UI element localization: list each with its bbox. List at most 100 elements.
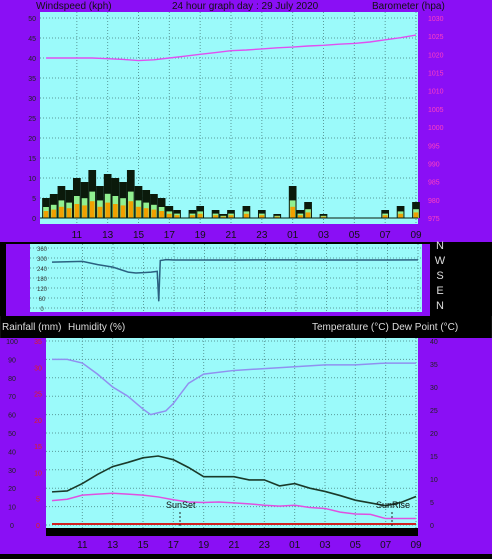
compass-label: W: [435, 255, 446, 267]
temperature-tick-label: 0: [430, 523, 434, 530]
humidity-tick-label: 90: [8, 357, 16, 364]
x-tick-label: 09: [410, 540, 422, 551]
wind-avg-bar: [151, 209, 157, 218]
wind-direction-line: [51, 258, 419, 302]
x-tick-label: 13: [107, 540, 119, 551]
x-tick-label: 23: [256, 230, 268, 241]
rainfall-tick-label: 10: [34, 470, 42, 477]
humidity-tick-label: 100: [6, 339, 18, 346]
windspeed-tick-label: 15: [28, 156, 36, 163]
wind-avg-bar: [190, 215, 195, 218]
x-tick-label: 05: [350, 540, 362, 551]
compass-label: S: [436, 270, 443, 282]
temperature-tick-label: 15: [430, 454, 438, 461]
barometer-tick-label: 980: [428, 198, 440, 205]
x-tick-label: 05: [349, 230, 361, 241]
rainfall-axis-title: Rainfall (mm): [2, 322, 61, 333]
wind-avg-bar: [113, 204, 118, 218]
barometer-tick-label: 1030: [428, 16, 444, 23]
wind-avg-bar: [259, 215, 265, 218]
wind-avg-bar: [120, 205, 126, 218]
barometer-axis-title: Barometer (hpa): [372, 1, 445, 12]
x-tick-label: 07: [380, 540, 392, 551]
direction-tick-label: 0: [40, 307, 44, 313]
humidity-tick-label: 80: [8, 376, 16, 383]
direction-tick-label: 300: [37, 257, 48, 263]
top-left-frame: [0, 12, 40, 242]
humidity-tick-label: 20: [8, 486, 16, 493]
wind-avg-bar: [59, 206, 64, 218]
top-header-strip: [0, 0, 492, 12]
wind-avg-bar: [298, 215, 303, 218]
barometer-tick-label: 1015: [428, 71, 444, 78]
humidity-tick-label: 60: [8, 413, 16, 420]
wind-avg-bar: [305, 212, 311, 218]
compass-label: E: [436, 285, 443, 297]
temperature-tick-label: 40: [430, 339, 438, 346]
rainfall-tick-label: 5: [36, 497, 40, 504]
humidity-axis-title: Humidity (%): [68, 322, 125, 333]
x-tick-label: 21: [228, 540, 240, 551]
x-tick-label: 21: [225, 230, 237, 241]
rainfall-tick-label: 25: [34, 392, 42, 399]
x-tick-label: 11: [72, 230, 83, 241]
rainfall-tick-label: 15: [34, 444, 42, 451]
x-tick-label: 19: [198, 540, 210, 551]
bottom-right-frame: [418, 338, 492, 554]
x-tick-label: 15: [133, 230, 145, 241]
direction-tick-label: 120: [37, 287, 48, 293]
barometer-tick-label: 995: [428, 143, 440, 150]
humidity-tick-label: 40: [8, 449, 16, 456]
barometer-tick-label: 1000: [428, 125, 444, 132]
wind-avg-bar: [166, 213, 172, 218]
x-tick-label: 01: [289, 540, 301, 551]
x-tick-label: 23: [259, 540, 271, 551]
temperature-tick-label: 30: [430, 385, 438, 392]
x-tick-label: 03: [319, 540, 331, 551]
windspeed-axis-title: Windspeed (kph): [36, 1, 112, 12]
graph-title: 24 hour graph day : 29 July 2020: [172, 1, 319, 12]
barometer-tick-label: 990: [428, 161, 440, 168]
temperature-axis-title: Temperature (°C): [312, 322, 389, 333]
barometer-tick-label: 1010: [428, 89, 444, 96]
wind-avg-bar: [143, 208, 149, 218]
wind-avg-bar: [290, 206, 296, 218]
wind-avg-bar: [89, 201, 95, 218]
wind-avg-bar: [220, 216, 226, 218]
temperature-tick-label: 10: [430, 477, 438, 484]
humidity-tick-label: 10: [8, 505, 16, 512]
humidity-tick-label: 30: [8, 468, 16, 475]
compass-label: N: [436, 240, 444, 252]
barometer-line: [46, 34, 417, 62]
compass-label: N: [436, 300, 444, 312]
barometer-tick-label: 1025: [428, 34, 444, 41]
temperature-line: [51, 455, 417, 507]
wind-avg-bar: [213, 215, 218, 218]
wind-avg-bar: [228, 215, 234, 218]
wind-avg-bar: [43, 211, 49, 218]
wind-avg-bar: [128, 201, 134, 218]
wind-avg-bar: [274, 216, 280, 218]
windspeed-tick-label: 20: [28, 136, 36, 143]
wind-avg-bar: [244, 213, 249, 218]
sunrise-label: SunRise: [376, 500, 410, 510]
direction-tick-label: 180: [37, 277, 48, 283]
windspeed-tick-label: 50: [28, 16, 36, 23]
sunset-label: SunSet: [166, 500, 196, 510]
x-tick-label: 15: [137, 540, 149, 551]
wind-avg-bar: [74, 204, 80, 218]
humidity-tick-label: 70: [8, 394, 16, 401]
wind-avg-bar: [413, 212, 419, 218]
barometer-tick-label: 1005: [428, 107, 444, 114]
wind-avg-bar: [51, 209, 57, 218]
wind-avg-bar: [66, 208, 72, 218]
top-right-frame: [418, 12, 492, 242]
direction-tick-label: 240: [37, 267, 48, 273]
windspeed-tick-label: 5: [32, 196, 36, 203]
x-tick-label: 07: [380, 230, 392, 241]
windspeed-tick-label: 45: [28, 36, 36, 43]
wind-avg-bar: [97, 206, 103, 218]
windspeed-tick-label: 10: [28, 176, 36, 183]
direction-tick-label: 360: [37, 247, 48, 253]
wind-avg-bar: [398, 213, 403, 218]
